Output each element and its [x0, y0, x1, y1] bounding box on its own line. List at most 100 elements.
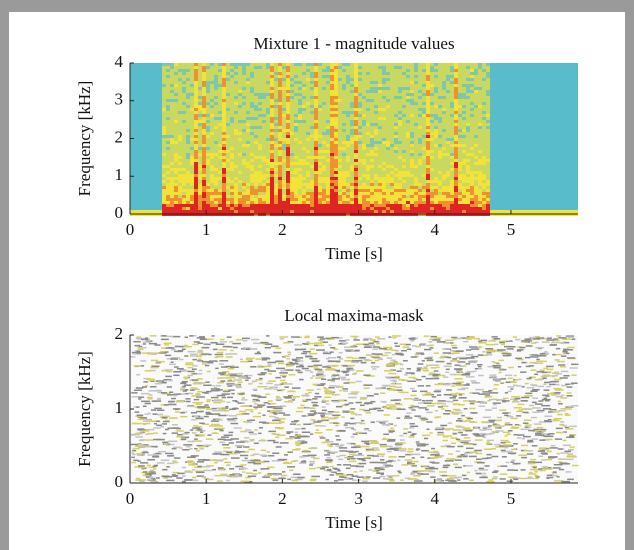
spectrogram-cell — [494, 198, 498, 201]
spectrogram-cell — [422, 183, 426, 186]
spectrogram-cell — [454, 114, 458, 117]
spectrogram-cell — [458, 138, 462, 141]
spectrogram-cell — [382, 90, 386, 93]
spectrogram-cell — [354, 105, 358, 108]
spectrogram-cell — [138, 114, 142, 117]
spectrogram-cell — [402, 153, 406, 156]
spectrogram-cell — [406, 168, 410, 171]
spectrogram-cell — [310, 198, 314, 201]
spectrogram-cell — [198, 66, 202, 69]
spectrogram-cell — [358, 132, 362, 135]
spectrogram-cell — [154, 198, 158, 201]
spectrogram-cell — [362, 165, 366, 168]
spectrogram-cell — [326, 111, 330, 114]
spectrogram-cell — [206, 108, 210, 111]
spectrogram-cell — [162, 204, 166, 207]
spectrogram-cell — [302, 153, 306, 156]
spectrogram-cell — [302, 123, 306, 126]
spectrogram-cell — [410, 132, 414, 135]
spectrogram-cell — [518, 198, 522, 201]
spectrogram-cell — [502, 204, 506, 207]
spectrogram-cell — [502, 66, 506, 69]
spectrogram-cell — [162, 84, 166, 87]
spectrogram-cell — [298, 105, 302, 108]
spectrogram-cell — [334, 171, 338, 174]
spectrogram-cell — [422, 141, 426, 144]
spectrogram-cell — [302, 159, 306, 162]
spectrogram-cell — [398, 72, 402, 75]
spectrogram-cell — [394, 117, 398, 120]
spectrogram-cell — [146, 180, 150, 183]
spectrogram-cell — [178, 207, 182, 210]
spectrogram-cell — [434, 96, 438, 99]
spectrogram-cell — [366, 180, 370, 183]
spectrogram-cell — [442, 192, 446, 195]
spectrogram-cell — [450, 87, 454, 90]
spectrogram-cell — [130, 153, 134, 156]
spectrogram-cell — [162, 129, 166, 132]
spectrogram-cell — [342, 186, 346, 189]
spectrogram-cell — [498, 186, 502, 189]
spectrogram-cell — [438, 123, 442, 126]
spectrogram-cell — [134, 129, 138, 132]
spectrogram-cell — [226, 90, 230, 93]
spectrogram-cell — [482, 177, 486, 180]
spectrogram-cell — [410, 180, 414, 183]
spectrogram-cell — [318, 78, 322, 81]
spectrogram-cell — [334, 99, 338, 102]
spectrogram-cell — [202, 144, 206, 147]
spectrogram-cell — [406, 177, 410, 180]
spectrogram-cell — [338, 132, 342, 135]
spectrogram-cell — [226, 177, 230, 180]
spectrogram-cell — [494, 147, 498, 150]
spectrogram-cell — [514, 132, 518, 135]
spectrogram-cell — [462, 192, 466, 195]
spectrogram-cell — [462, 87, 466, 90]
spectrogram-cell — [458, 90, 462, 93]
spectrogram-cell — [434, 144, 438, 147]
spectrogram-cell — [514, 102, 518, 105]
spectrogram-cell — [394, 129, 398, 132]
spectrogram-cell — [350, 198, 354, 201]
spectrogram-cell — [382, 120, 386, 123]
spectrogram-cell — [294, 183, 298, 186]
spectrogram-cell — [426, 93, 430, 96]
spectrogram-cell — [346, 177, 350, 180]
spectrogram-cell — [186, 129, 190, 132]
spectrogram-cell — [294, 153, 298, 156]
spectrogram-cell — [406, 75, 410, 78]
spectrogram-cell — [282, 120, 286, 123]
spectrogram-cell — [418, 105, 422, 108]
spectrogram-cell — [234, 96, 238, 99]
spectrogram-cell — [506, 120, 510, 123]
spectrogram-cell — [354, 123, 358, 126]
spectrogram-cell — [502, 135, 506, 138]
spectrogram-cell — [450, 108, 454, 111]
spectrogram-cell — [254, 129, 258, 132]
spectrogram-cell — [286, 114, 290, 117]
spectrogram-cell — [490, 183, 494, 186]
spectrogram-cell — [506, 153, 510, 156]
spectrogram-cell — [462, 84, 466, 87]
spectrogram-cell — [258, 201, 262, 204]
spectrogram-cell — [322, 144, 326, 147]
spectrogram-cell — [298, 192, 302, 195]
spectrogram-cell — [510, 171, 514, 174]
spectrogram-cell — [414, 186, 418, 189]
spectrogram-cell — [230, 138, 234, 141]
spectrogram-cell — [406, 81, 410, 84]
spectrogram-cell — [466, 204, 470, 207]
spectrogram-cell — [442, 186, 446, 189]
spectrogram-cell — [202, 108, 206, 111]
spectrogram-cell — [210, 159, 214, 162]
spectrogram-cell — [422, 138, 426, 141]
spectrogram-cell — [158, 81, 162, 84]
spectrogram-cell — [218, 105, 222, 108]
spectrogram-cell — [434, 81, 438, 84]
spectrogram-cell — [254, 195, 258, 198]
spectrogram-cell — [270, 108, 274, 111]
spectrogram-cell — [186, 168, 190, 171]
spectrogram-cell — [442, 93, 446, 96]
spectrogram-cell — [414, 189, 418, 192]
spectrogram-cell — [518, 147, 522, 150]
